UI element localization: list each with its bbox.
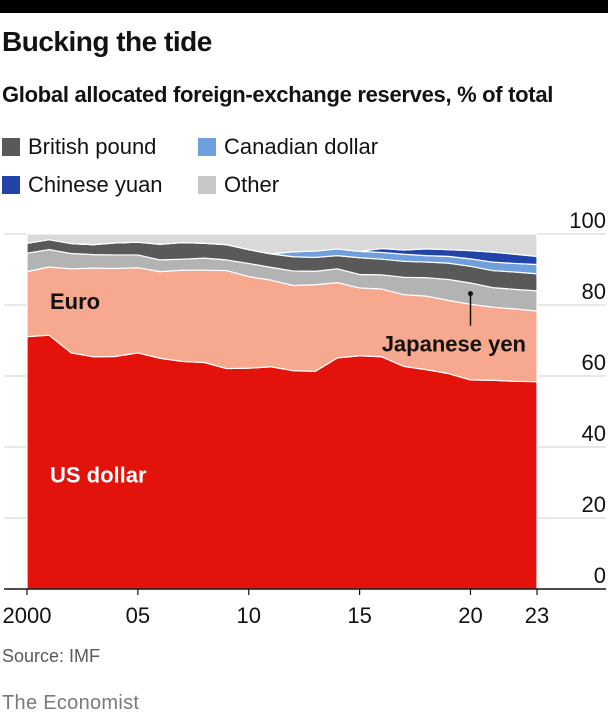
legend-label-canadian-dollar: Canadian dollar [224, 134, 379, 159]
x-tick-label-2023: 23 [525, 603, 549, 628]
legend-swatch-other [198, 176, 216, 194]
y-tick-label-100: 100 [569, 208, 606, 233]
y-tick-label-80: 80 [582, 279, 606, 304]
y-tick-label-20: 20 [582, 492, 606, 517]
chart-legend: British pound Canadian dollar Chinese yu… [2, 134, 602, 214]
legend-item-chinese-yuan: Chinese yuan [2, 172, 163, 198]
x-tick-label-2005: 05 [126, 603, 150, 628]
y-tick-label-60: 60 [582, 350, 606, 375]
chart-subtitle: Global allocated foreign-exchange reserv… [2, 82, 554, 107]
legend-swatch-british-pound [2, 138, 20, 156]
x-tick-label-2015: 15 [347, 603, 371, 628]
area-other [26, 233, 538, 257]
stacked-area-chart: 0 20 40 60 80 100 2000 05 10 15 20 23 US dollar Euro J… [3, 208, 606, 628]
series-label-japanese-yen: Japanese yen [382, 332, 526, 357]
legend-item-british-pound: British pound [2, 134, 156, 160]
series-label-euro: Euro [50, 289, 100, 314]
series-label-us-dollar: US dollar [50, 463, 147, 488]
y-tick-label-40: 40 [582, 421, 606, 446]
legend-item-canadian-dollar: Canadian dollar [198, 134, 378, 160]
x-tick-label-2000: 2000 [3, 603, 52, 628]
legend-item-other: Other [198, 172, 279, 198]
legend-label-other: Other [224, 172, 280, 197]
source-note: Source: IMF [2, 646, 101, 666]
legend-label-british-pound: British pound [28, 134, 157, 159]
x-tick-label-2020: 20 [458, 603, 482, 628]
brand-wordmark: The Economist [2, 692, 140, 714]
brand-top-bar [0, 0, 608, 13]
leader-dot-japanese-yen [467, 291, 473, 297]
legend-swatch-canadian-dollar [198, 138, 216, 156]
chart-title: Bucking the tide [2, 26, 212, 57]
legend-label-chinese-yuan: Chinese yuan [28, 172, 163, 197]
y-tick-label-0: 0 [594, 563, 606, 588]
x-tick-label-2010: 10 [236, 603, 260, 628]
legend-swatch-chinese-yuan [2, 176, 20, 194]
